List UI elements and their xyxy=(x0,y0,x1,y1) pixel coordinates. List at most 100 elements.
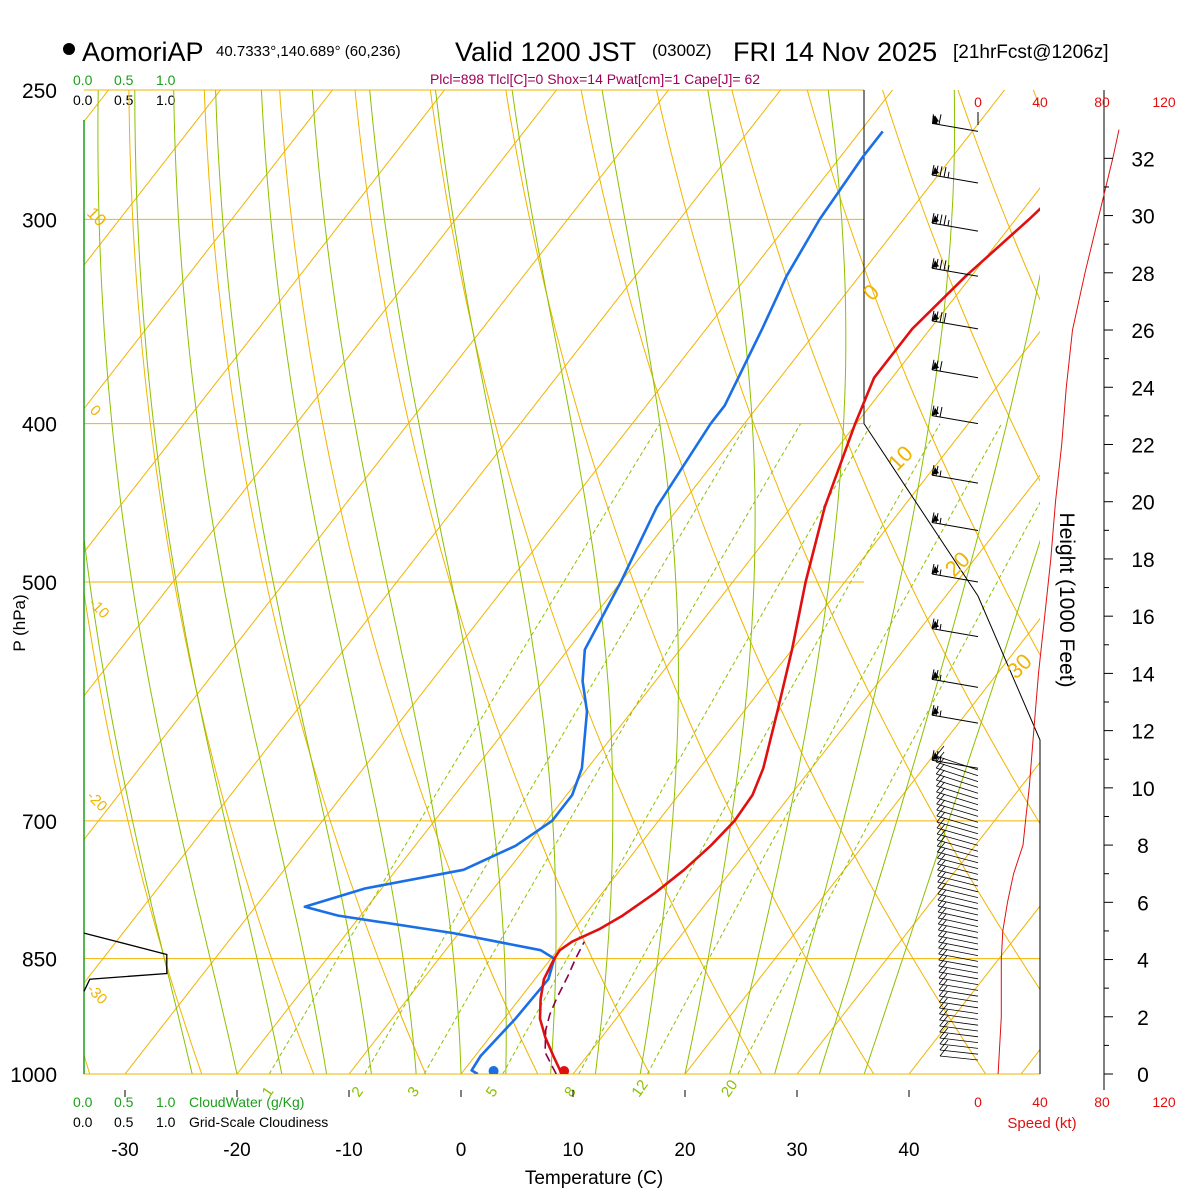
station-dot-icon xyxy=(63,43,75,55)
barb-full xyxy=(937,895,947,907)
barb-full xyxy=(938,925,947,937)
barb-staff xyxy=(937,845,979,858)
barb-staff xyxy=(931,122,979,132)
barb-staff xyxy=(931,474,979,484)
barb-staff xyxy=(936,767,979,782)
x-tick-label: 40 xyxy=(898,1140,919,1161)
barb-staff xyxy=(936,779,979,794)
isotherm-line xyxy=(84,90,333,410)
barb-full xyxy=(939,1039,949,1051)
moist-adiabat-line xyxy=(311,90,462,1074)
barb-half xyxy=(939,517,942,524)
wind-barb xyxy=(936,775,979,800)
mixing-ratio-label: 2 xyxy=(348,1084,367,1101)
barb-staff xyxy=(931,222,979,232)
barb-full xyxy=(931,669,935,680)
dry-adiabat-line xyxy=(957,90,1040,301)
barb-full xyxy=(931,750,935,761)
barb-head xyxy=(932,467,939,476)
height-label: 26 xyxy=(1131,320,1154,343)
barb-full xyxy=(937,901,947,913)
barb-full xyxy=(937,883,947,895)
barb-full xyxy=(935,757,945,769)
barb-full xyxy=(931,258,935,269)
barb-full xyxy=(935,763,945,775)
barb-full xyxy=(938,919,947,931)
wind-barb xyxy=(939,1045,979,1061)
barb-staff xyxy=(936,785,979,800)
isotherm-line xyxy=(908,905,1040,1074)
wind-barb xyxy=(939,1009,979,1026)
barb-full xyxy=(938,114,942,125)
cloud-scale-label: 0.0 xyxy=(73,72,93,88)
wind-barb xyxy=(936,811,979,835)
barb-half xyxy=(939,569,942,576)
barb-full xyxy=(939,1003,948,1015)
barb-full xyxy=(935,745,945,757)
wind-barb xyxy=(938,919,979,939)
wind-barb xyxy=(937,901,979,922)
mixing-ratio-label: 3 xyxy=(404,1084,423,1101)
barb-full xyxy=(931,164,935,176)
height-label: 10 xyxy=(1131,778,1154,801)
dry-adiabat-line xyxy=(806,90,1040,656)
barb-full xyxy=(931,512,935,523)
barb-staff xyxy=(936,815,979,829)
barb-full xyxy=(931,359,935,370)
mixing-ratio-label: 20 xyxy=(718,1077,741,1100)
barb-full xyxy=(936,841,946,853)
barb-full xyxy=(936,799,946,811)
x-tick-label: 30 xyxy=(786,1140,807,1161)
barb-staff xyxy=(939,1031,979,1038)
moist-adiabat-line xyxy=(97,90,238,1074)
height-label: 28 xyxy=(1131,263,1154,286)
barb-head xyxy=(932,752,939,761)
barb-half xyxy=(939,470,942,477)
speed-label-top: 0 xyxy=(974,94,982,110)
barb-full xyxy=(931,405,935,416)
barb-head xyxy=(932,620,939,629)
mixing-ratio-line xyxy=(737,501,1040,1074)
x-axis-title: Temperature (C) xyxy=(525,1168,663,1189)
barb-full xyxy=(938,943,947,955)
barb-full xyxy=(931,705,935,716)
cloud-scale-label: 0.5 xyxy=(114,1114,134,1130)
moist-adiabat-line xyxy=(511,90,614,1074)
wind-barb xyxy=(931,164,979,184)
barb-staff xyxy=(939,1055,979,1061)
wind-barb xyxy=(931,310,979,330)
barb-staff xyxy=(931,369,979,379)
barb-full xyxy=(937,853,946,865)
barb-staff xyxy=(935,755,979,771)
dry-adiabat-line xyxy=(1109,90,1200,1074)
cloud-scale-label: 0.0 xyxy=(73,92,93,108)
x-tick-label: -10 xyxy=(335,1140,362,1161)
height-label: 8 xyxy=(1137,835,1149,858)
barb-full xyxy=(936,811,946,823)
wind-barb xyxy=(938,973,979,991)
barb-full xyxy=(936,787,945,799)
wind-barb xyxy=(937,913,979,933)
barb-head xyxy=(932,514,939,523)
barb-staff xyxy=(936,773,979,788)
pressure-label: 500 xyxy=(22,572,57,595)
barb-full xyxy=(938,955,948,967)
barb-full xyxy=(938,949,948,961)
barb-full xyxy=(939,361,943,372)
moist-adiabat-line xyxy=(684,90,756,1074)
barb-staff xyxy=(931,521,979,531)
height-label: 0 xyxy=(1137,1064,1149,1087)
wind-barb xyxy=(937,871,979,893)
height-label: 24 xyxy=(1131,377,1155,400)
moist-adiabat-line xyxy=(729,90,847,1074)
wind-barb xyxy=(939,1015,979,1032)
height-label: 2 xyxy=(1137,1007,1149,1030)
height-label: 18 xyxy=(1131,549,1154,572)
barb-staff xyxy=(936,797,979,811)
barb-staff xyxy=(938,953,979,962)
barb-head xyxy=(932,115,939,124)
x-tick-label: -30 xyxy=(111,1140,138,1161)
barb-head xyxy=(932,566,939,574)
barb-full xyxy=(939,1021,948,1033)
